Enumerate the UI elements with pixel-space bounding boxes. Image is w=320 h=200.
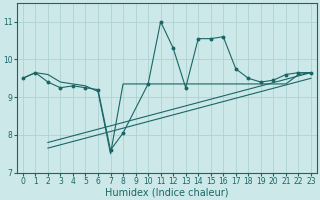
X-axis label: Humidex (Indice chaleur): Humidex (Indice chaleur) xyxy=(105,187,229,197)
